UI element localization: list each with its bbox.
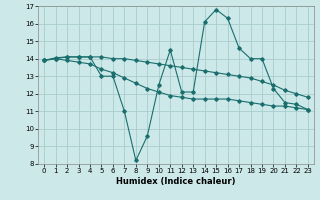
X-axis label: Humidex (Indice chaleur): Humidex (Indice chaleur) <box>116 177 236 186</box>
